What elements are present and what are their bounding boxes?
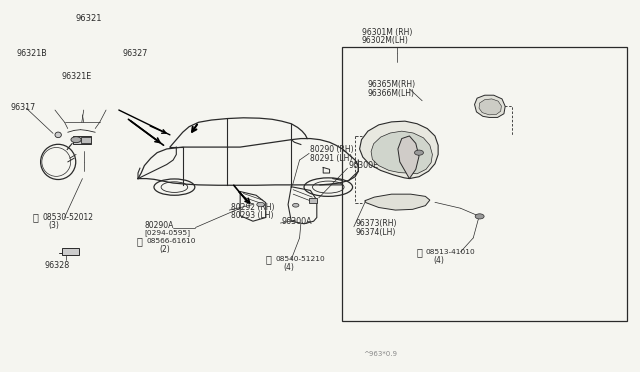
Text: 96300A: 96300A: [282, 217, 312, 226]
Text: 80290A: 80290A: [145, 221, 173, 230]
Circle shape: [71, 137, 81, 142]
Circle shape: [292, 203, 299, 207]
Text: 08530-52012: 08530-52012: [42, 213, 93, 222]
Ellipse shape: [55, 132, 61, 138]
FancyBboxPatch shape: [308, 198, 317, 203]
Text: 96300E: 96300E: [349, 161, 379, 170]
Text: 80293 (LH): 80293 (LH): [230, 211, 273, 220]
Polygon shape: [398, 136, 419, 179]
Polygon shape: [365, 194, 430, 210]
FancyBboxPatch shape: [81, 137, 91, 142]
Text: ^963*0.9: ^963*0.9: [363, 350, 397, 356]
Text: 08566-61610: 08566-61610: [147, 238, 196, 244]
Polygon shape: [360, 121, 438, 179]
Circle shape: [415, 150, 424, 155]
Text: 96327: 96327: [122, 49, 147, 58]
Text: [0294-0595]: [0294-0595]: [145, 230, 191, 237]
Text: 96301M (RH): 96301M (RH): [362, 28, 412, 37]
Text: 96302M(LH): 96302M(LH): [362, 36, 408, 45]
Text: Ⓢ: Ⓢ: [137, 236, 143, 246]
Text: 80291 (LH): 80291 (LH): [310, 154, 353, 163]
Polygon shape: [371, 131, 433, 174]
FancyBboxPatch shape: [73, 136, 92, 144]
Text: Ⓢ: Ⓢ: [416, 247, 422, 257]
FancyBboxPatch shape: [62, 248, 79, 255]
Text: 96328: 96328: [44, 261, 69, 270]
Text: Ⓢ: Ⓢ: [33, 212, 39, 222]
Text: (4): (4): [283, 263, 294, 272]
Circle shape: [257, 202, 264, 207]
Text: 08540-51210: 08540-51210: [275, 256, 325, 262]
Text: (2): (2): [159, 244, 170, 253]
Text: 96373(RH): 96373(RH): [355, 219, 397, 228]
Text: 96317: 96317: [10, 103, 36, 112]
Text: (4): (4): [434, 256, 445, 264]
Polygon shape: [479, 99, 501, 115]
Text: 96321E: 96321E: [61, 72, 92, 81]
Text: 08513-41010: 08513-41010: [426, 249, 475, 255]
Text: 96374(LH): 96374(LH): [355, 228, 396, 237]
Text: 80290 (RH): 80290 (RH): [310, 145, 354, 154]
Text: 80292 (RH): 80292 (RH): [230, 203, 274, 212]
Text: 96366M(LH): 96366M(LH): [368, 89, 415, 98]
Text: 96365M(RH): 96365M(RH): [368, 80, 416, 89]
Circle shape: [475, 214, 484, 219]
Text: 96321B: 96321B: [17, 49, 47, 58]
Text: (3): (3): [49, 221, 60, 230]
Polygon shape: [474, 95, 505, 118]
Text: 96321: 96321: [76, 14, 102, 23]
Text: Ⓢ: Ⓢ: [266, 254, 272, 264]
Bar: [342, 47, 627, 321]
